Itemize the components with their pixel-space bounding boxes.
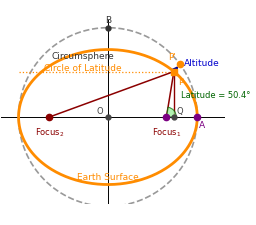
- Text: Circumsphere: Circumsphere: [52, 52, 114, 61]
- Text: O: O: [97, 107, 103, 115]
- Text: Circle of Latitude: Circle of Latitude: [44, 64, 122, 73]
- Text: Altitude: Altitude: [184, 59, 220, 68]
- Text: Focus$_2$: Focus$_2$: [35, 126, 64, 139]
- Text: B: B: [105, 16, 111, 25]
- Wedge shape: [166, 108, 176, 117]
- Text: Q: Q: [177, 107, 184, 115]
- Text: P': P': [168, 53, 176, 62]
- Text: P: P: [178, 78, 183, 87]
- Text: Earth Surface: Earth Surface: [77, 172, 139, 181]
- Text: A: A: [199, 120, 205, 129]
- Text: Focus$_1$: Focus$_1$: [152, 126, 181, 139]
- Text: Latitude = 50.4°: Latitude = 50.4°: [181, 90, 250, 99]
